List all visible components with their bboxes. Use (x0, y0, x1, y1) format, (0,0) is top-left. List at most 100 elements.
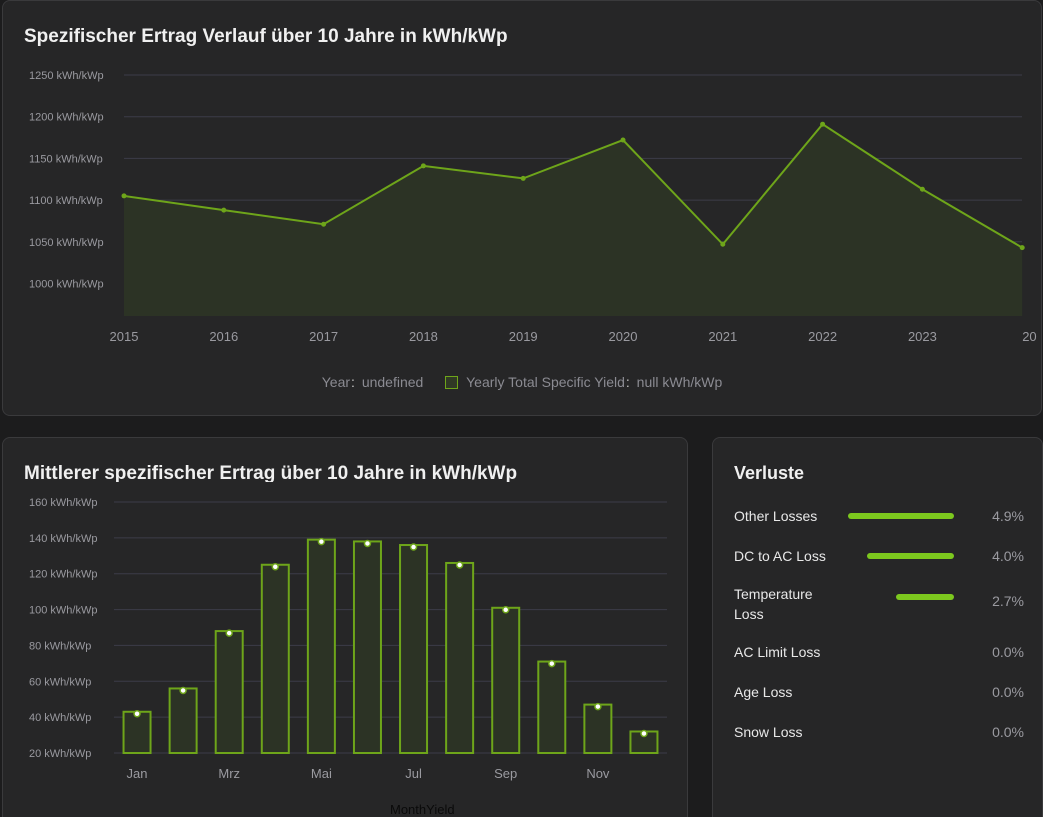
series-line (123, 122, 1023, 249)
bar (445, 561, 475, 755)
data-point (121, 193, 127, 199)
x-tick-label: 2020 (609, 329, 638, 344)
bar (168, 687, 198, 754)
loss-label: AC Limit Loss (734, 644, 821, 660)
x-tick-label: 2023 (908, 329, 937, 344)
loss-item: Snow Loss 0.0% (734, 722, 1024, 742)
x-tick-label: 2022 (808, 329, 837, 344)
monthly-yield-xlabel: MonthYield (390, 802, 455, 817)
losses-card: Verluste Other Losses 4.9% DC to AC Loss 4.… (712, 437, 1043, 817)
y-tick-label: 120 kWh/kWp (29, 569, 97, 581)
y-tick-label: 160 kWh/kWp (29, 497, 97, 509)
legend-series-swatch[interactable] (445, 375, 459, 389)
bar-marker (225, 629, 233, 637)
data-point (321, 221, 327, 227)
x-tick-label: Sep (494, 766, 517, 781)
x-tick-label: 2017 (309, 329, 338, 344)
bar-marker (133, 710, 141, 718)
legend-x-value: undefined (361, 374, 424, 391)
loss-label: DC to AC Loss (734, 548, 826, 564)
bar (537, 660, 567, 754)
x-tick-label: 2015 (110, 329, 139, 344)
y-tick-label: 140 kWh/kWp (29, 533, 97, 545)
loss-bar (896, 594, 954, 600)
y-tick-label: 1000 kWh/kWp (29, 278, 104, 290)
x-tick-label: 2019 (509, 329, 538, 344)
bar-marker (640, 729, 648, 738)
legend-series-name[interactable]: Yearly Total Specific Yield (466, 374, 625, 391)
y-tick-label: 40 kWh/kWp (29, 712, 91, 724)
x-tick-label: Mrz (218, 766, 240, 781)
loss-bar (867, 553, 954, 559)
monthly-yield-title: Mittlerer spezifischer Ertrag über 10 Ja… (24, 463, 518, 484)
y-tick-label: 100 kWh/kWp (29, 605, 97, 617)
x-tick-label: Jan (127, 766, 148, 781)
loss-label: Temperature Loss (734, 586, 813, 622)
bar (491, 606, 521, 754)
y-tick-label: 1100 kWh/kWp (29, 195, 103, 207)
y-tick-label: 20 kWh/kWp (29, 748, 91, 760)
bar-marker (179, 686, 187, 695)
data-point (820, 121, 826, 127)
yearly-yield-card: Spezifischer Ertrag Verlauf über 10 Jahr… (2, 0, 1042, 416)
series-area-fill (124, 124, 1023, 317)
loss-value: 0.0% (992, 724, 1024, 740)
y-tick-label: 1200 kWh/kWp (29, 112, 104, 124)
y-tick-label: 60 kWh/kWp (29, 676, 91, 688)
loss-value: 0.0% (992, 644, 1024, 660)
loss-item: Other Losses 4.9% (734, 506, 1024, 526)
loss-item: Age Loss 0.0% (734, 682, 1024, 702)
loss-label: Snow Loss (734, 724, 803, 740)
losses-title: Verluste (734, 463, 805, 483)
loss-value: 2.7% (992, 593, 1024, 609)
data-point (720, 241, 726, 247)
loss-item: Temperature Loss 2.7% (734, 584, 1024, 624)
x-tick-label: Nov (586, 766, 610, 781)
x-tick-label: 2021 (708, 329, 737, 344)
bar (583, 703, 613, 755)
x-tick-label: Mai (311, 766, 332, 781)
loss-label: Age Loss (734, 684, 793, 700)
legend-series-value: null kWh/kWp (636, 374, 723, 391)
bar (306, 538, 336, 755)
data-point (919, 186, 925, 192)
yearly-yield-chart: 1000 kWh/kWp 1050 kWh/kWp 1100 kWh/kWp 1150… (29, 70, 1037, 344)
y-tick-label: 1150 kWh/kWp (29, 153, 103, 165)
y-tick-label: 1050 kWh/kWp (29, 237, 104, 249)
data-point (620, 137, 626, 143)
bar-marker (271, 563, 280, 571)
loss-label: Other Losses (734, 508, 818, 524)
bar (399, 544, 429, 755)
bar-marker (409, 543, 418, 551)
monthly-yield-card: Mittlerer spezifischer Ertrag über 10 Ja… (2, 437, 688, 817)
bar (352, 540, 382, 754)
loss-item: AC Limit Loss 0.0% (734, 642, 1024, 662)
y-tick-label: 1250 kWh/kWp (29, 70, 104, 82)
bar (214, 630, 244, 754)
data-point (1019, 245, 1025, 251)
x-tick-label: 2016 (209, 329, 238, 344)
title-backdrop (3, 482, 687, 497)
x-tick-label: 2018 (409, 329, 438, 344)
yearly-yield-legend: Year: undefined Yearly Total Specific Yi… (321, 374, 723, 391)
data-point (221, 207, 227, 213)
monthly-yield-chart: 20 kWh/kWp 40 kWh/kWp 60 kWh/kWp 80 kWh/kWp… (3, 482, 687, 781)
data-point (420, 163, 426, 169)
bar-marker (501, 606, 510, 614)
loss-bar (848, 513, 954, 519)
bar-marker (594, 702, 602, 711)
bar (122, 710, 152, 754)
legend-x-name: Year (321, 374, 351, 391)
x-tick-label: Jul (405, 766, 422, 781)
bar-marker (363, 539, 372, 548)
y-tick-label: 80 kWh/kWp (29, 640, 91, 652)
bar-marker (317, 537, 326, 546)
yearly-yield-title: Spezifischer Ertrag Verlauf über 10 Jahr… (24, 26, 508, 47)
bar (260, 563, 290, 754)
x-tick-label: 20 (1022, 329, 1036, 344)
loss-item: DC to AC Loss 4.0% (734, 546, 1024, 566)
data-point (520, 175, 526, 181)
loss-value: 4.9% (992, 508, 1024, 524)
bar-marker (455, 561, 464, 569)
bar-marker (548, 659, 556, 668)
